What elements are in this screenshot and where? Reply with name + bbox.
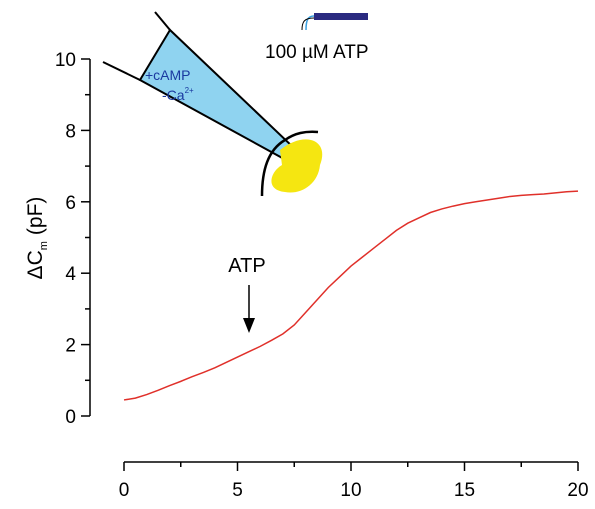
pipette-label: -Ca2+	[162, 86, 194, 103]
y-tick-label: 0	[65, 407, 76, 428]
y-tick-label: 4	[65, 264, 76, 285]
x-tick-label: 15	[454, 480, 475, 501]
data-line	[123, 190, 579, 401]
pipette-edge	[154, 11, 171, 31]
pipette-label: +cAMP	[145, 67, 191, 83]
perfusion-line	[301, 17, 315, 31]
pipette-edge	[102, 61, 141, 81]
y-tick-label: 6	[65, 193, 76, 214]
x-tick-label: 20	[567, 480, 588, 501]
y-axis-label: ΔCm (pF)	[24, 197, 50, 280]
cell-membrane	[260, 130, 319, 197]
stimulus-label: 100 µM ATP	[265, 42, 369, 63]
y-tick-label: 10	[55, 50, 76, 71]
y-tick-label: 2	[65, 336, 76, 357]
cell	[271, 139, 323, 193]
x-tick-label: 10	[340, 480, 361, 501]
y-axis-label: ΔC	[24, 250, 47, 279]
arrow-head	[243, 318, 255, 333]
perfusion-tube	[314, 13, 368, 20]
pipette-label: -Ca	[162, 87, 185, 103]
pipette-label-sup: 2+	[185, 86, 194, 95]
y-tick-label: 8	[65, 121, 76, 142]
x-tick-label: 5	[232, 480, 243, 501]
arrow-label: ATP	[228, 255, 265, 277]
y-axis-label-unit: (pF)	[24, 197, 47, 236]
y-axis-label-sub: m	[38, 241, 50, 250]
x-tick-label: 0	[119, 480, 130, 501]
